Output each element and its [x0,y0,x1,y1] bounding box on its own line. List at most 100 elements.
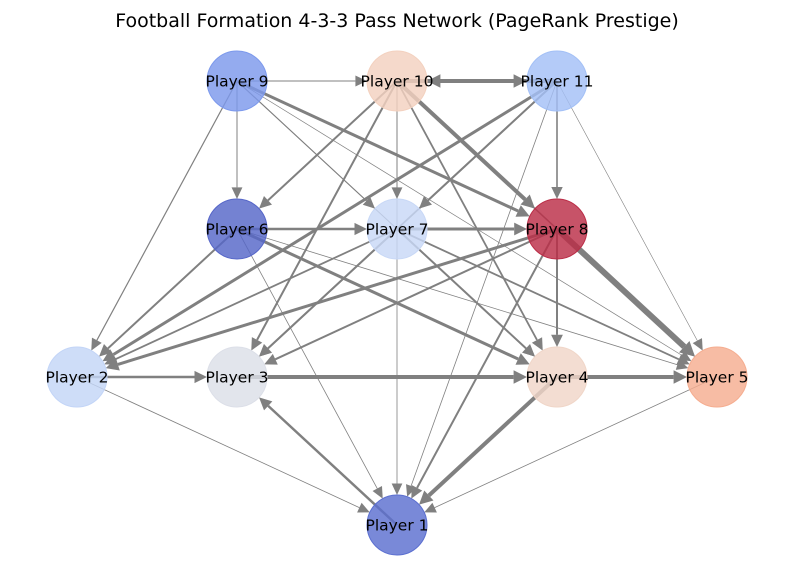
edge-arrowhead [522,344,535,357]
edge-arrowhead [105,358,120,371]
edge-arrowhead [194,370,207,384]
edge-arrowhead [259,344,272,357]
pass-edge-3-to-4 [237,370,527,384]
edge-arrowhead [355,75,367,87]
node-player-2: Player 2 [45,346,109,408]
pass-edge-8-to-1 [411,228,558,499]
edge-arrowhead [231,187,243,199]
node-circle [526,50,588,112]
edge-line [410,80,558,487]
edge-arrowhead [551,334,563,347]
node-label: Player 7 [365,221,428,239]
node-circle [686,346,748,408]
edge-arrowhead [372,485,383,499]
edge-arrowhead [515,353,530,365]
pass-edge-8-to-3 [264,228,558,365]
node-circle [366,198,428,260]
edge-arrowhead [354,222,367,236]
node-player-8: Player 8 [525,198,589,260]
chart-title: Football Formation 4-3-3 Pass Network (P… [115,10,679,32]
edge-arrowhead [357,502,370,513]
edge-arrowhead [259,196,272,209]
edge-line [117,227,558,366]
node-circle [206,198,268,260]
edge-line [236,227,519,361]
edges-layer [76,74,718,526]
pass-edge-5-to-1 [424,376,718,513]
node-label: Player 6 [205,221,268,239]
node-circle [526,198,588,260]
node-label: Player 1 [365,517,428,535]
node-player-3: Player 3 [205,346,269,408]
pass-edge-9-to-2 [91,80,238,351]
node-label: Player 4 [525,369,588,387]
node-player-1: Player 1 [365,494,429,556]
edge-arrowhead [513,370,527,384]
node-label: Player 9 [205,73,268,91]
edge-arrowhead [692,338,703,351]
pass-edge-6-to-5 [236,228,689,370]
node-player-6: Player 6 [205,198,269,260]
nodes-layer: Player 1 Player 2 Player 3 Player 4 Player 5… [45,50,749,556]
edge-arrowhead [411,485,423,499]
node-circle [206,346,268,408]
edge-arrowhead [427,74,441,88]
edge-arrowhead [91,337,102,351]
node-circle [366,494,428,556]
node-label: Player 11 [521,73,594,91]
edge-line [396,228,680,361]
pass-edge-6-to-4 [236,227,530,365]
edge-arrowhead [264,353,278,365]
node-circle [526,346,588,408]
pass-edge-9-to-8 [236,79,530,217]
edge-line [236,228,378,489]
edge-arrowhead [419,490,434,505]
edge-arrowhead [514,222,527,236]
edge-line [112,79,558,356]
edge-line [236,228,678,366]
node-circle [46,346,108,408]
node-label: Player 2 [45,369,108,387]
edge-line [114,228,398,361]
pass-edge-6-to-1 [236,228,383,499]
edge-line [236,80,682,356]
edge-line [236,79,519,213]
node-player-10: Player 10 [361,50,434,112]
node-label: Player 8 [525,221,588,239]
pass-edge-7-to-5 [396,228,690,365]
pass-edge-11-to-5 [556,80,703,351]
edge-line [396,80,538,341]
pass-edge-10-to-1 [391,81,403,495]
node-label: Player 3 [205,369,268,387]
edge-arrowhead [679,341,695,357]
node-player-4: Player 4 [525,346,589,408]
node-player-9: Player 9 [205,50,269,112]
node-circle [206,50,268,112]
pass-edge-9-to-5 [236,80,692,362]
edge-line [76,376,360,508]
node-player-11: Player 11 [521,50,594,112]
edge-line [416,228,558,489]
edge-arrowhead [251,337,263,351]
edge-arrowhead [531,337,543,351]
edge-line [556,80,698,341]
edge-line [274,228,558,361]
pass-edge-10-to-3 [251,80,398,351]
node-player-7: Player 7 [365,198,429,260]
node-circle [366,50,428,112]
edge-arrowhead [515,205,530,217]
edge-line [96,80,238,341]
edge-arrowhead [99,344,112,357]
pass-edge-2-to-1 [76,376,370,513]
edge-line [256,80,398,341]
node-player-5: Player 5 [685,346,749,408]
edge-line [434,376,718,508]
edge-arrowhead [673,370,687,384]
edge-arrowhead [551,187,563,199]
node-label: Player 10 [361,73,434,91]
node-label: Player 5 [685,369,748,387]
edge-arrowhead [391,483,403,495]
pass-edge-8-to-2 [105,227,558,371]
edge-arrowhead [259,397,273,411]
